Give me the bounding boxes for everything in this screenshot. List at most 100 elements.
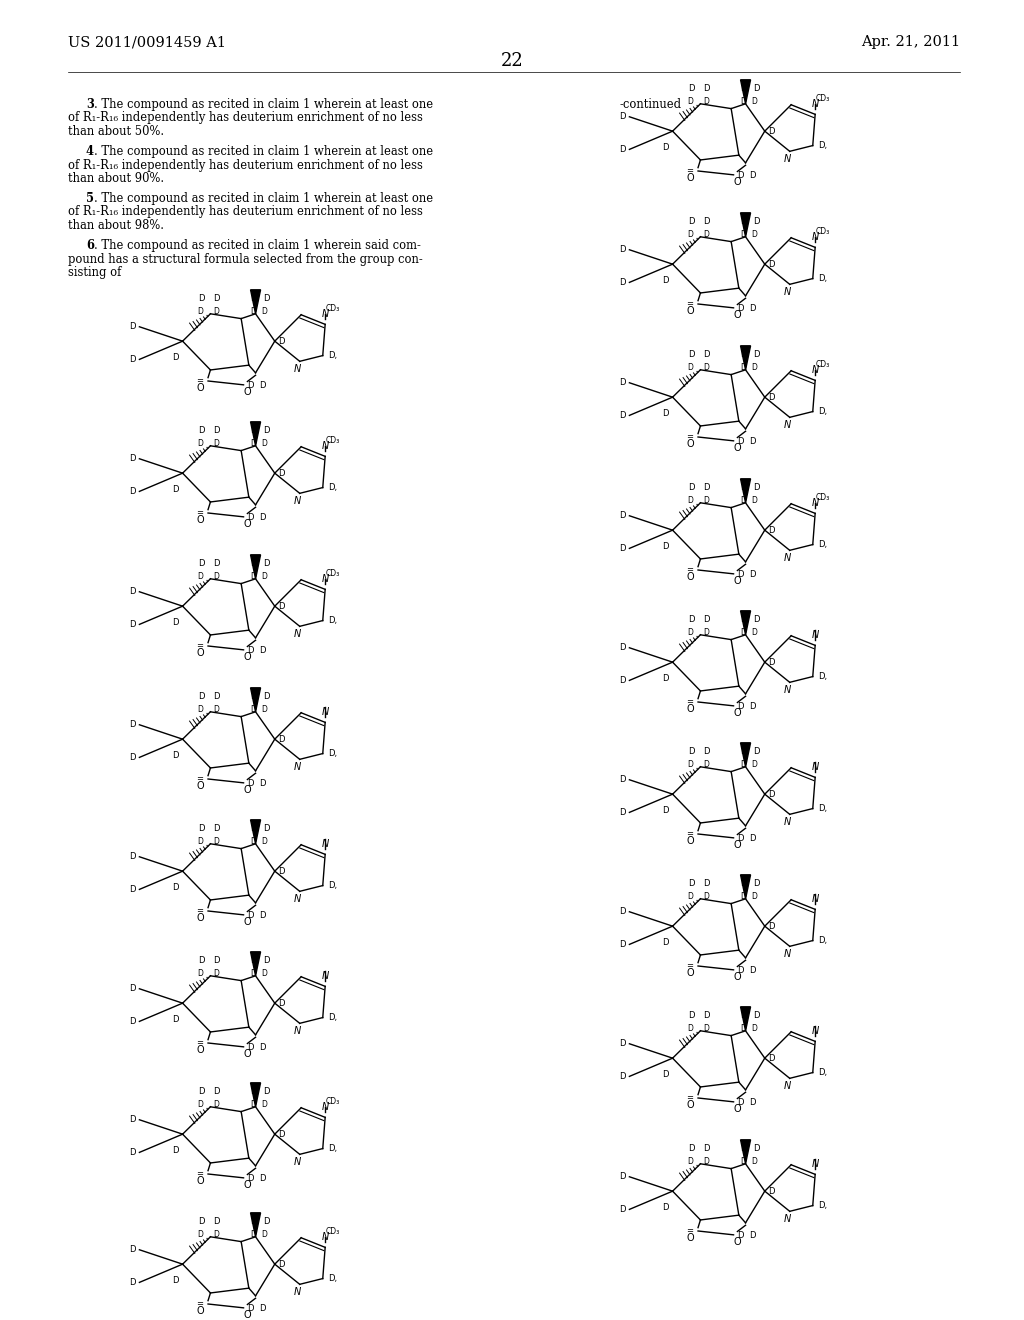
Text: N: N — [294, 496, 301, 506]
Text: D: D — [259, 381, 266, 391]
Text: 5: 5 — [86, 191, 94, 205]
Text: . The compound as recited in claim 1 wherein at least one: . The compound as recited in claim 1 whe… — [94, 191, 433, 205]
Text: =: = — [197, 508, 203, 517]
Text: D: D — [620, 379, 626, 387]
Text: D: D — [129, 884, 135, 894]
Text: N: N — [322, 441, 329, 450]
Polygon shape — [740, 875, 751, 899]
Text: D: D — [261, 306, 267, 315]
Text: D: D — [702, 628, 709, 636]
Text: D: D — [199, 560, 205, 568]
Text: N: N — [294, 894, 301, 904]
Text: D: D — [750, 834, 756, 843]
Text: D: D — [753, 350, 760, 359]
Text: D: D — [129, 721, 135, 729]
Text: D: D — [737, 966, 744, 975]
Text: N: N — [812, 498, 819, 508]
Text: D: D — [702, 892, 709, 902]
Text: . The compound as recited in claim 1 wherein at least one: . The compound as recited in claim 1 whe… — [94, 145, 433, 158]
Text: N: N — [812, 894, 819, 904]
Text: D: D — [213, 1217, 219, 1226]
Text: D: D — [620, 775, 626, 784]
Text: D: D — [250, 572, 256, 581]
Text: D: D — [129, 1148, 135, 1156]
Text: O: O — [733, 709, 741, 718]
Text: D: D — [687, 96, 693, 106]
Text: D: D — [620, 411, 626, 420]
Text: O: O — [686, 837, 694, 846]
Text: D: D — [750, 702, 756, 711]
Text: =: = — [686, 433, 693, 441]
Text: D: D — [279, 1130, 285, 1139]
Text: N: N — [294, 762, 301, 772]
Text: D: D — [199, 1217, 205, 1226]
Polygon shape — [740, 213, 751, 236]
Text: D: D — [198, 306, 203, 315]
Text: D: D — [663, 675, 669, 684]
Text: D: D — [752, 1156, 757, 1166]
Text: =: = — [686, 697, 693, 706]
Text: CD₃: CD₃ — [326, 304, 340, 313]
Text: D: D — [753, 1144, 760, 1154]
Polygon shape — [740, 1007, 751, 1031]
Text: D: D — [737, 570, 744, 579]
Text: D: D — [213, 438, 219, 447]
Text: O: O — [733, 1105, 741, 1114]
Text: D: D — [263, 560, 269, 568]
Text: N: N — [322, 970, 329, 981]
Text: D: D — [663, 144, 669, 153]
Text: D: D — [750, 1098, 756, 1107]
Text: D: D — [740, 879, 746, 888]
Text: D: D — [737, 305, 744, 313]
Text: D: D — [213, 969, 219, 978]
Text: O: O — [197, 913, 204, 924]
Text: D: D — [620, 145, 626, 154]
Text: D: D — [250, 438, 256, 447]
Text: D: D — [663, 543, 669, 552]
Text: N: N — [812, 99, 819, 108]
Text: D: D — [199, 824, 205, 833]
Text: D: D — [279, 1259, 285, 1269]
Text: D: D — [263, 1217, 269, 1226]
Text: O: O — [197, 648, 204, 659]
Text: N: N — [812, 762, 819, 772]
Text: =: = — [197, 642, 203, 651]
Text: N: N — [322, 838, 329, 849]
Text: D: D — [740, 1011, 746, 1020]
Text: D: D — [129, 1245, 135, 1254]
Text: D: D — [620, 676, 626, 685]
Text: D,: D, — [329, 483, 338, 492]
Text: D: D — [199, 956, 205, 965]
Text: N: N — [812, 364, 819, 375]
Text: D: D — [261, 1230, 267, 1239]
Text: CD₃: CD₃ — [816, 227, 830, 236]
Text: D: D — [702, 1144, 710, 1154]
Text: CD₃: CD₃ — [816, 360, 830, 368]
Text: D: D — [250, 1217, 256, 1226]
Text: D: D — [129, 587, 135, 597]
Text: D: D — [752, 892, 757, 902]
Text: =: = — [686, 1226, 693, 1236]
Text: of R₁-R₁₆ independently has deuterium enrichment of no less: of R₁-R₁₆ independently has deuterium en… — [68, 111, 423, 124]
Text: D: D — [261, 969, 267, 978]
Text: D,: D, — [329, 880, 338, 890]
Text: D: D — [620, 112, 626, 121]
Text: CD₃: CD₃ — [816, 492, 830, 502]
Text: =: = — [197, 907, 203, 916]
Text: D: D — [248, 647, 254, 656]
Text: D: D — [279, 469, 285, 478]
Text: D: D — [663, 409, 669, 418]
Text: D: D — [129, 487, 135, 496]
Text: D: D — [199, 294, 205, 304]
Text: D: D — [250, 1100, 256, 1109]
Text: D: D — [250, 426, 256, 436]
Polygon shape — [251, 1213, 260, 1237]
Text: D: D — [769, 789, 775, 799]
Text: D: D — [198, 1230, 203, 1239]
Text: O: O — [244, 652, 251, 663]
Text: D: D — [250, 306, 256, 315]
Text: D: D — [129, 620, 135, 628]
Text: D: D — [250, 1088, 256, 1096]
Text: D: D — [753, 483, 760, 492]
Text: D: D — [737, 172, 744, 181]
